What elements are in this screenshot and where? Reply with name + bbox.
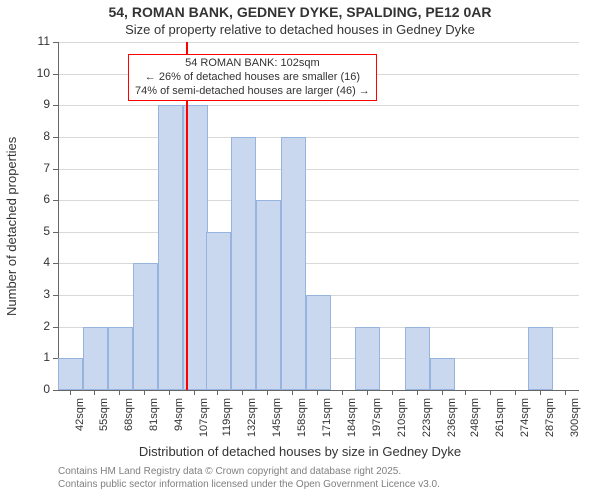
xtick-label: 223sqm [421,398,433,442]
xtick-label: 274sqm [519,398,531,442]
xtick-mark [70,390,71,395]
ytick-mark [53,295,58,296]
credits-line-2: Contains public sector information licen… [58,479,440,490]
histogram-bar [206,232,231,390]
histogram-bar [306,295,331,390]
xtick-label: 236sqm [446,398,458,442]
histogram-bar [281,137,306,390]
histogram-bar [528,327,553,390]
ytick-label: 10 [26,66,50,80]
ytick-mark [53,232,58,233]
ytick-mark [53,137,58,138]
histogram-bar [405,327,430,390]
ytick-mark [53,390,58,391]
xtick-mark [540,390,541,395]
xtick-mark [392,390,393,395]
gridline [59,169,579,170]
xtick-mark [367,390,368,395]
histogram-bar [108,327,133,390]
xtick-label: 132sqm [246,398,258,442]
ytick-label: 8 [26,129,50,143]
xtick-mark [267,390,268,395]
xtick-label: 197sqm [371,398,383,442]
xtick-label: 145sqm [271,398,283,442]
ytick-label: 0 [26,382,50,396]
ytick-label: 9 [26,97,50,111]
ytick-mark [53,327,58,328]
y-axis-label: Number of detached properties [4,137,19,316]
histogram-bar [158,105,183,390]
histogram-bar [58,358,83,390]
credits-line-1: Contains HM Land Registry data © Crown c… [58,466,401,477]
xtick-label: 107sqm [198,398,210,442]
ytick-label: 4 [26,255,50,269]
xtick-mark [169,390,170,395]
annotation-line-1: 54 ROMAN BANK: 102sqm [135,57,370,71]
ytick-label: 3 [26,287,50,301]
histogram-bar [256,200,281,390]
ytick-mark [53,42,58,43]
xtick-label: 248sqm [469,398,481,442]
xtick-mark [242,390,243,395]
ytick-label: 2 [26,319,50,333]
xtick-label: 68sqm [123,398,135,442]
gridline [59,200,579,201]
annotation-line-3: 74% of semi-detached houses are larger (… [135,85,370,99]
histogram-bar [430,358,455,390]
xtick-mark [144,390,145,395]
xtick-mark [342,390,343,395]
xtick-label: 158sqm [296,398,308,442]
xtick-mark [417,390,418,395]
xtick-label: 287sqm [544,398,556,442]
property-annotation-box: 54 ROMAN BANK: 102sqm ← 26% of detached … [128,54,377,101]
gridline [59,232,579,233]
xtick-mark [515,390,516,395]
histogram-bar [133,263,158,390]
annotation-line-2: ← 26% of detached houses are smaller (16… [135,71,370,85]
xtick-mark [317,390,318,395]
chart-subtitle: Size of property relative to detached ho… [0,22,600,37]
ytick-mark [53,105,58,106]
ytick-label: 1 [26,350,50,364]
xtick-label: 184sqm [346,398,358,442]
xtick-mark [194,390,195,395]
ytick-label: 7 [26,161,50,175]
x-axis-label: Distribution of detached houses by size … [0,444,600,459]
histogram-bar [83,327,108,390]
xtick-mark [119,390,120,395]
gridline [59,105,579,106]
histogram-bar [231,137,256,390]
property-size-chart: 54, ROMAN BANK, GEDNEY DYKE, SPALDING, P… [0,0,600,500]
xtick-mark [442,390,443,395]
xtick-label: 55sqm [98,398,110,442]
xtick-mark [292,390,293,395]
ytick-mark [53,263,58,264]
ytick-mark [53,358,58,359]
ytick-mark [53,200,58,201]
chart-title: 54, ROMAN BANK, GEDNEY DYKE, SPALDING, P… [0,4,600,20]
xtick-label: 119sqm [221,398,233,442]
ytick-mark [53,74,58,75]
xtick-mark [565,390,566,395]
histogram-bar [355,327,380,390]
xtick-label: 171sqm [321,398,333,442]
xtick-label: 81sqm [148,398,160,442]
xtick-label: 42sqm [74,398,86,442]
ytick-mark [53,169,58,170]
xtick-mark [490,390,491,395]
gridline [59,42,579,43]
xtick-mark [465,390,466,395]
xtick-mark [94,390,95,395]
xtick-label: 261sqm [494,398,506,442]
ytick-label: 11 [26,34,50,48]
xtick-label: 94sqm [173,398,185,442]
ytick-label: 5 [26,224,50,238]
xtick-label: 300sqm [569,398,581,442]
ytick-label: 6 [26,192,50,206]
xtick-mark [217,390,218,395]
gridline [59,137,579,138]
xtick-label: 210sqm [396,398,408,442]
